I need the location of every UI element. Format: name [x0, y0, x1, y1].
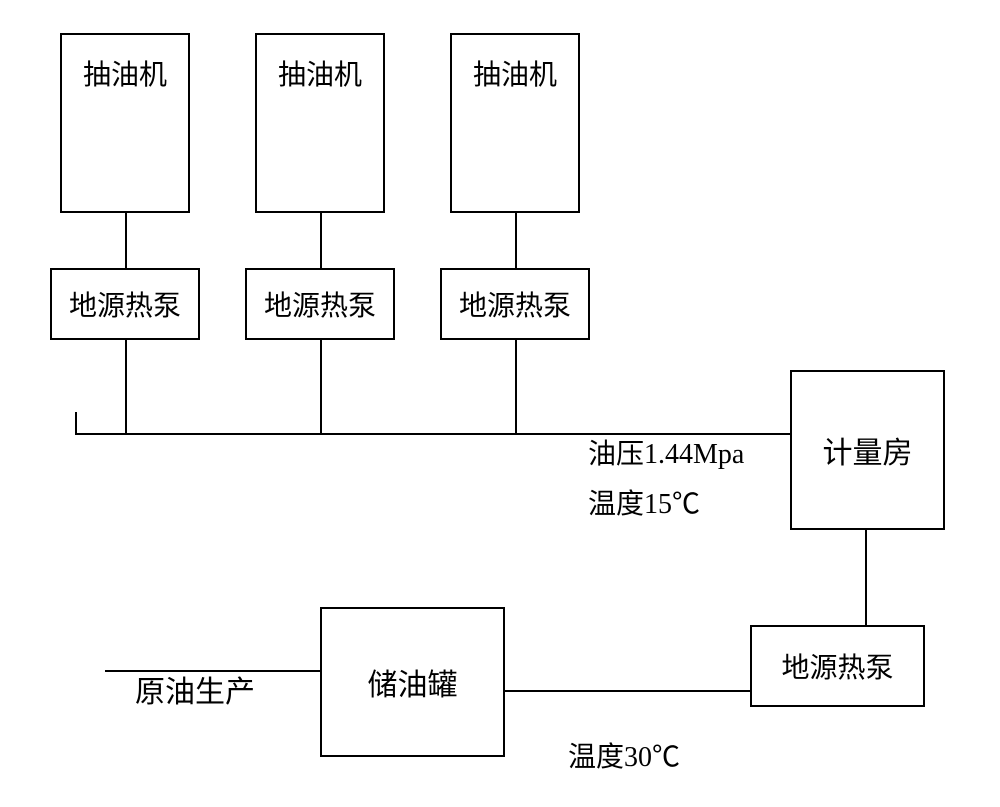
node-ground-heat-pump-3: 地源热泵: [440, 268, 590, 340]
edge: [75, 412, 77, 435]
edge: [865, 530, 867, 625]
node-ground-heat-pump-2: 地源热泵: [245, 268, 395, 340]
edge: [505, 690, 750, 692]
edge: [105, 670, 320, 672]
node-label: 地源热泵: [781, 646, 893, 686]
node-ground-heat-pump-1: 地源热泵: [50, 268, 200, 340]
node-label: 抽油机: [473, 53, 557, 93]
diagram-canvas: 抽油机 抽油机 抽油机 地源热泵 地源热泵 地源热泵 油压1.44Mpa 温度1…: [0, 0, 1000, 789]
node-pumping-unit-2: 抽油机: [255, 33, 385, 213]
node-metering-room: 计量房: [790, 370, 945, 530]
node-label: 储油罐: [368, 660, 458, 704]
edge: [125, 213, 127, 268]
node-label: 计量房: [823, 428, 913, 472]
label-temperature-30c: 温度30℃: [540, 703, 680, 807]
node-label: 地源热泵: [264, 284, 376, 324]
node-pumping-unit-3: 抽油机: [450, 33, 580, 213]
node-label: 地源热泵: [69, 284, 181, 324]
edge: [515, 340, 517, 435]
edge: [320, 340, 322, 435]
edge: [125, 340, 127, 435]
edge: [320, 213, 322, 268]
node-label: 地源热泵: [459, 284, 571, 324]
node-oil-storage-tank: 储油罐: [320, 607, 505, 757]
edge: [515, 213, 517, 268]
node-label: 抽油机: [83, 53, 167, 93]
label-temperature-15c: 温度15℃: [560, 450, 700, 554]
node-pumping-unit-1: 抽油机: [60, 33, 190, 213]
node-ground-heat-pump-4: 地源热泵: [750, 625, 925, 707]
label-crude-oil-production: 原油生产: [105, 633, 255, 745]
node-label: 抽油机: [278, 53, 362, 93]
